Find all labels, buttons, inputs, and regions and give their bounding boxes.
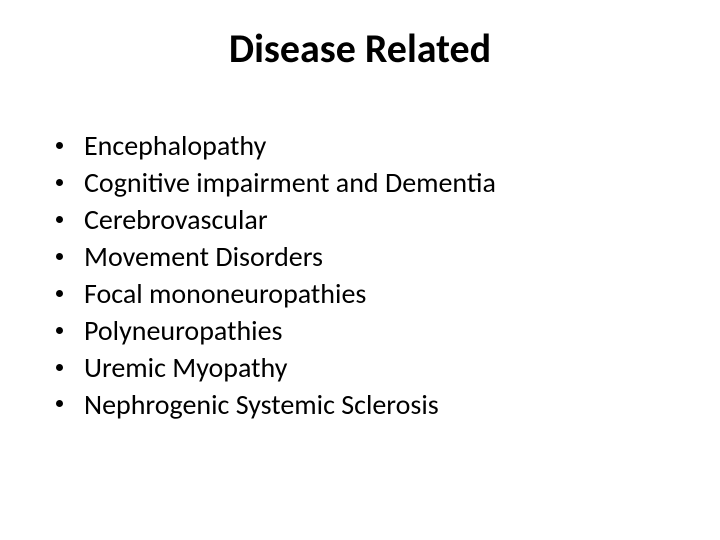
list-item-text: Uremic Myopathy bbox=[84, 350, 670, 387]
slide-title: Disease Related bbox=[0, 24, 720, 73]
list-item-text: Focal mononeuropathies bbox=[84, 276, 670, 313]
list-item-text: Cerebrovascular bbox=[84, 202, 670, 239]
list-item: Focal mononeuropathies bbox=[50, 276, 670, 313]
bullet-icon bbox=[50, 350, 84, 387]
bullet-icon bbox=[50, 239, 84, 276]
list-item: Movement Disorders bbox=[50, 239, 670, 276]
list-item: Uremic Myopathy bbox=[50, 350, 670, 387]
list-item-text: Nephrogenic Systemic Sclerosis bbox=[84, 387, 670, 424]
slide: Disease Related Encephalopathy Cognitive… bbox=[0, 0, 720, 540]
list-item: Polyneuropathies bbox=[50, 313, 670, 350]
bullet-icon bbox=[50, 313, 84, 350]
list-item-text: Movement Disorders bbox=[84, 239, 670, 276]
bullet-icon bbox=[50, 202, 84, 239]
list-item-text: Polyneuropathies bbox=[84, 313, 670, 350]
bullet-icon bbox=[50, 165, 84, 202]
list-item-text: Encephalopathy bbox=[84, 128, 670, 165]
bullet-list: Encephalopathy Cognitive impairment and … bbox=[50, 128, 670, 424]
bullet-icon bbox=[50, 387, 84, 424]
list-item: Cerebrovascular bbox=[50, 202, 670, 239]
list-item-text: Cognitive impairment and Dementia bbox=[84, 165, 670, 202]
list-item: Nephrogenic Systemic Sclerosis bbox=[50, 387, 670, 424]
list-item: Encephalopathy bbox=[50, 128, 670, 165]
bullet-icon bbox=[50, 128, 84, 165]
list-item: Cognitive impairment and Dementia bbox=[50, 165, 670, 202]
bullet-icon bbox=[50, 276, 84, 313]
